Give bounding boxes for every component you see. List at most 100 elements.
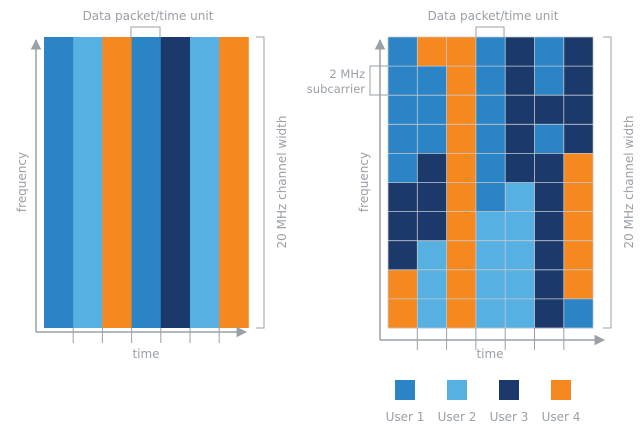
- resource-unit: [475, 298, 506, 329]
- legend: User 1 User 2 User 3 User 4: [386, 380, 581, 424]
- resource-unit: [563, 37, 594, 67]
- resource-unit: [446, 211, 477, 242]
- resource-unit: [563, 211, 594, 242]
- resource-unit: [475, 124, 506, 154]
- resource-unit: [388, 298, 418, 329]
- resource-unit: [475, 95, 506, 125]
- legend-label-user-1: User 1: [386, 410, 425, 424]
- resource-unit: [388, 95, 418, 125]
- right-x-ticks: [416, 328, 565, 350]
- resource-unit: [417, 298, 447, 329]
- resource-unit: [475, 240, 506, 271]
- resource-unit: [388, 124, 418, 154]
- resource-unit: [446, 153, 477, 183]
- right-grid-lines: [387, 36, 594, 329]
- resource-unit: [417, 240, 447, 271]
- legend-swatch-user-4: [551, 380, 571, 400]
- subcarrier-label-line1: 2 MHz: [329, 67, 365, 81]
- resource-unit: [505, 298, 535, 329]
- resource-unit: [388, 240, 418, 271]
- resource-unit: [388, 182, 418, 212]
- resource-unit: [475, 37, 506, 67]
- right-top-label: Data packet/time unit: [428, 9, 559, 23]
- resource-unit: [563, 124, 594, 154]
- right-right-bracket: [603, 36, 612, 329]
- legend-label-user-4: User 4: [542, 410, 581, 424]
- resource-unit: [417, 95, 447, 125]
- resource-unit: [534, 37, 565, 67]
- resource-unit: [417, 66, 447, 96]
- resource-unit: [505, 37, 535, 67]
- resource-unit: [417, 37, 447, 67]
- resource-unit: [388, 37, 418, 67]
- left-column-block-1: [44, 37, 74, 328]
- resource-unit: [563, 298, 594, 329]
- resource-unit: [563, 240, 594, 271]
- resource-unit: [475, 182, 506, 212]
- right-grid-blocks: [388, 37, 594, 329]
- resource-unit: [417, 153, 447, 183]
- left-x-label: time: [132, 347, 159, 361]
- left-column-block-4: [131, 37, 162, 328]
- resource-unit: [388, 66, 418, 96]
- left-right-label: 20 MHz channel width: [275, 116, 289, 249]
- right-right-label: 20 MHz channel width: [622, 116, 636, 249]
- resource-unit: [475, 66, 506, 96]
- left-axes: [30, 38, 248, 343]
- left-top-label: Data packet/time unit: [83, 9, 214, 23]
- resource-unit: [446, 269, 477, 300]
- resource-unit: [534, 211, 565, 242]
- left-right-bracket: [256, 36, 265, 329]
- resource-unit: [505, 153, 535, 183]
- right-top-bracket: [475, 26, 505, 37]
- resource-unit: [446, 66, 477, 96]
- resource-unit: [446, 182, 477, 212]
- right-y-label: frequency: [357, 152, 371, 212]
- resource-unit: [563, 95, 594, 125]
- resource-unit: [417, 182, 447, 212]
- resource-unit: [563, 182, 594, 212]
- left-column-block-6: [190, 37, 220, 328]
- resource-unit: [388, 153, 418, 183]
- right-axes: [374, 38, 606, 350]
- resource-unit: [475, 211, 506, 242]
- resource-unit: [534, 124, 565, 154]
- resource-unit: [417, 124, 447, 154]
- resource-unit: [446, 95, 477, 125]
- resource-unit: [446, 37, 477, 67]
- resource-unit: [446, 124, 477, 154]
- left-column-blocks: [44, 37, 249, 328]
- resource-unit: [388, 211, 418, 242]
- subcarrier-bracket: [369, 65, 388, 96]
- resource-unit: [505, 66, 535, 96]
- resource-unit: [563, 269, 594, 300]
- resource-unit: [534, 182, 565, 212]
- resource-unit: [505, 182, 535, 212]
- left-column-block-3: [102, 37, 132, 328]
- resource-unit: [563, 66, 594, 96]
- resource-unit: [417, 211, 447, 242]
- resource-unit: [534, 66, 565, 96]
- resource-unit: [534, 95, 565, 125]
- legend-label-user-2: User 2: [438, 410, 477, 424]
- legend-swatch-user-2: [447, 380, 467, 400]
- resource-unit: [505, 269, 535, 300]
- right-diagram-ofdma: Data packet/time unit 2 MHz subcarrier 2…: [307, 9, 636, 361]
- resource-unit: [446, 298, 477, 329]
- resource-unit: [417, 269, 447, 300]
- resource-unit: [475, 153, 506, 183]
- left-y-label: frequency: [15, 152, 29, 212]
- resource-unit: [563, 153, 594, 183]
- resource-unit: [534, 240, 565, 271]
- legend-swatch-user-3: [499, 380, 519, 400]
- resource-unit: [475, 269, 506, 300]
- resource-unit: [534, 153, 565, 183]
- resource-unit: [505, 211, 535, 242]
- resource-unit: [505, 240, 535, 271]
- resource-unit: [505, 124, 535, 154]
- left-column-block-2: [73, 37, 103, 328]
- resource-unit: [505, 95, 535, 125]
- left-column-block-7: [219, 37, 249, 328]
